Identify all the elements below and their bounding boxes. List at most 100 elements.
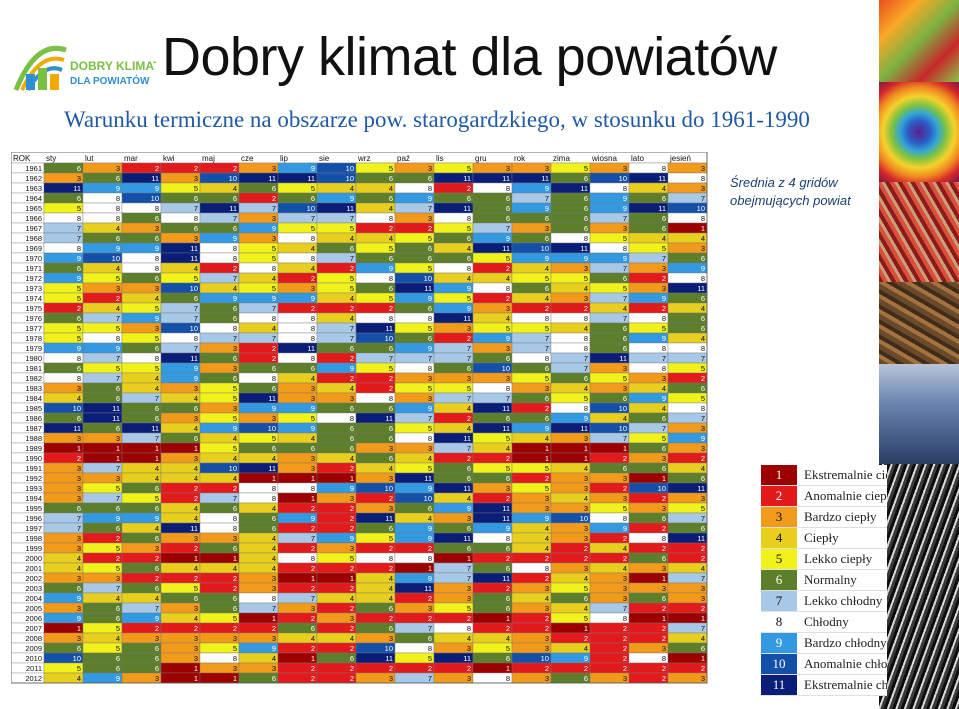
cell-value: 5 <box>428 464 432 473</box>
cell-value: 1 <box>194 664 198 673</box>
cell-value: 2 <box>467 334 471 343</box>
cell-value: 7 <box>545 194 549 203</box>
cell-value: 2 <box>116 554 120 563</box>
cell-value: 2 <box>662 664 666 673</box>
cell-value: 5 <box>662 434 666 443</box>
cell-value: 8 <box>155 254 159 263</box>
cell-value: 7 <box>77 224 81 233</box>
cell-value: 2 <box>623 534 627 543</box>
cell-value: 8 <box>272 374 276 383</box>
cell-value: 2 <box>311 614 315 623</box>
cell-value: 4 <box>155 594 159 603</box>
cell-value: 9 <box>662 294 666 303</box>
cell-value: 6 <box>506 564 510 573</box>
cell-value: 3 <box>350 544 354 553</box>
cell-value: 3 <box>155 674 159 683</box>
cell-value: 5 <box>155 334 159 343</box>
legend-swatch: 6 <box>761 570 797 590</box>
cell-value: 10 <box>307 204 315 213</box>
cell-value: 2 <box>389 564 393 573</box>
cell-value: 1 <box>623 444 627 453</box>
cell-value: 7 <box>467 344 471 353</box>
cell-value: 4 <box>350 234 354 243</box>
cell-value: 6 <box>662 554 666 563</box>
cell-value: 5 <box>233 444 237 453</box>
cell-value: 3 <box>116 474 120 483</box>
cell-value: 4 <box>194 394 198 403</box>
cell-value: 6 <box>155 214 159 223</box>
cell-value: 5 <box>428 324 432 333</box>
cell-value: 9 <box>272 644 276 653</box>
cell-value: 8 <box>389 314 393 323</box>
cell-value: 4 <box>623 304 627 313</box>
cell-value: 3 <box>506 374 510 383</box>
cell-value: 6 <box>116 614 120 623</box>
cell-value: 7 <box>272 204 276 213</box>
cell-value: 3 <box>428 214 432 223</box>
cell-value: 7 <box>194 344 198 353</box>
cell-value: 3 <box>272 234 276 243</box>
cell-value: 9 <box>662 334 666 343</box>
cell-value: 2 <box>350 664 354 673</box>
cell-value: 1 <box>662 474 666 483</box>
cell-value: 3 <box>77 494 81 503</box>
decorative-photo-strip <box>879 0 959 709</box>
cell-value: 9 <box>506 334 510 343</box>
cell-value: 6 <box>155 274 159 283</box>
cell-value: 8 <box>116 214 120 223</box>
year-label: 1992 <box>25 474 42 483</box>
legend-item: 11 Ekstremalnie chłodny <box>761 675 887 696</box>
cell-value: 10 <box>385 334 393 343</box>
cell-value: 6 <box>428 634 432 643</box>
cell-value: 2 <box>272 354 276 363</box>
cell-value: 3 <box>545 674 549 683</box>
cell-value: 2 <box>467 614 471 623</box>
cell-value: 2 <box>662 524 666 533</box>
cell-value: 6 <box>506 194 510 203</box>
cell-value: 4 <box>506 634 510 643</box>
cell-value: 8 <box>272 484 276 493</box>
year-label: 1999 <box>25 544 42 553</box>
cell-value: 4 <box>701 234 705 243</box>
cell-value: 9 <box>623 194 627 203</box>
cell-value: 5 <box>389 244 393 253</box>
column-header-4: maj <box>202 154 215 163</box>
cell-value: 10 <box>385 484 393 493</box>
cell-value: 3 <box>467 674 471 683</box>
cell-value: 8 <box>701 344 705 353</box>
cell-value: 3 <box>623 364 627 373</box>
cell-value: 6 <box>311 624 315 633</box>
cell-value: 3 <box>311 464 315 473</box>
cell-value: 7 <box>116 314 120 323</box>
cell-value: 2 <box>233 264 237 273</box>
cell-value: 10 <box>229 464 237 473</box>
cell-value: 2 <box>350 264 354 273</box>
legend-swatch: 5 <box>761 549 797 569</box>
cell-value: 6 <box>194 594 198 603</box>
cell-value: 10 <box>502 364 510 373</box>
year-label: 2008 <box>25 634 42 643</box>
cell-value: 8 <box>155 204 159 213</box>
cell-value: 3 <box>77 174 81 183</box>
cell-value: 11 <box>463 484 471 493</box>
cell-value: 8 <box>233 254 237 263</box>
cell-value: 3 <box>350 494 354 503</box>
cell-value: 3 <box>194 454 198 463</box>
cell-value: 9 <box>545 514 549 523</box>
legend-item: 8 Chłodny <box>761 612 887 633</box>
cell-value: 4 <box>116 634 120 643</box>
red-texture-photo <box>879 182 959 282</box>
cell-value: 11 <box>268 464 276 473</box>
legend-item: 1 Ekstremalnie ciepły <box>761 465 887 486</box>
cell-value: 6 <box>506 654 510 663</box>
cell-value: 7 <box>584 354 588 363</box>
cell-value: 7 <box>701 354 705 363</box>
cell-value: 9 <box>584 414 588 423</box>
cell-value: 2 <box>428 544 432 553</box>
year-label: 2000 <box>25 554 42 563</box>
cell-value: 7 <box>389 354 393 363</box>
cell-value: 2 <box>350 644 354 653</box>
cell-value: 1 <box>545 454 549 463</box>
cell-value: 6 <box>428 304 432 313</box>
legend-item: 9 Bardzo chłodny <box>761 633 887 654</box>
